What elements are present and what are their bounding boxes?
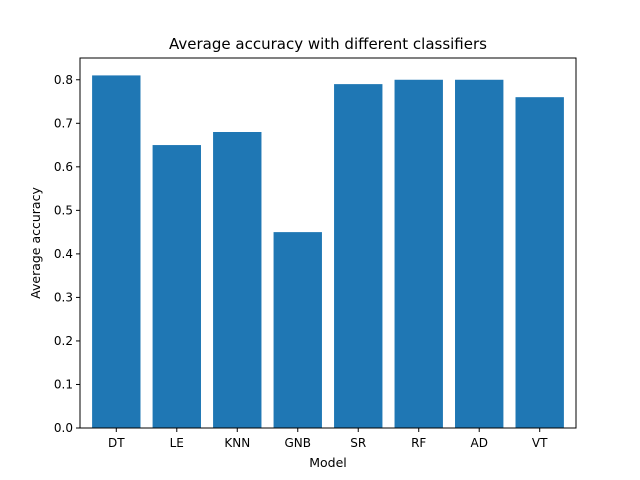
- y-ticks-group: 0.0 0.1 0.2 0.3 0.4 0.5 0.6 0.7 0.8: [54, 73, 80, 435]
- bar-rf: [394, 79, 443, 428]
- y-tick-label: 0.7: [54, 116, 73, 130]
- x-tick-label: KNN: [224, 436, 250, 450]
- bar-sr: [334, 84, 383, 429]
- x-tick-label: DT: [108, 436, 125, 450]
- bar-knn: [213, 132, 262, 428]
- x-tick-label: LE: [170, 436, 184, 450]
- bars-group: [92, 75, 564, 429]
- y-tick-label: 0.2: [54, 334, 73, 348]
- bar-vt: [515, 97, 564, 429]
- y-axis-label: Average accuracy: [28, 187, 43, 299]
- x-tick-label: VT: [532, 436, 548, 450]
- x-tick-label: SR: [350, 436, 366, 450]
- x-tick-label: GNB: [284, 436, 311, 450]
- y-tick-label: 0.6: [54, 160, 73, 174]
- y-tick-label: 0.8: [54, 73, 73, 87]
- x-tick-label: RF: [411, 436, 426, 450]
- x-ticks-group: DT LE KNN GNB SR RF AD VT: [108, 428, 548, 450]
- chart-title: Average accuracy with different classifi…: [169, 35, 487, 53]
- y-tick-label: 0.3: [54, 290, 73, 304]
- plot-frame: [79, 57, 577, 429]
- bar-ad: [455, 79, 504, 428]
- y-tick-label: 0.5: [54, 203, 73, 217]
- bar-dt: [92, 75, 141, 428]
- y-tick-label: 0.4: [54, 247, 73, 261]
- y-tick-label: 0.1: [54, 377, 73, 391]
- y-tick-label: 0.0: [54, 421, 73, 435]
- bar-le: [152, 145, 201, 428]
- x-axis-label: Model: [309, 455, 347, 470]
- bar-gnb: [273, 232, 322, 428]
- x-tick-label: AD: [470, 436, 487, 450]
